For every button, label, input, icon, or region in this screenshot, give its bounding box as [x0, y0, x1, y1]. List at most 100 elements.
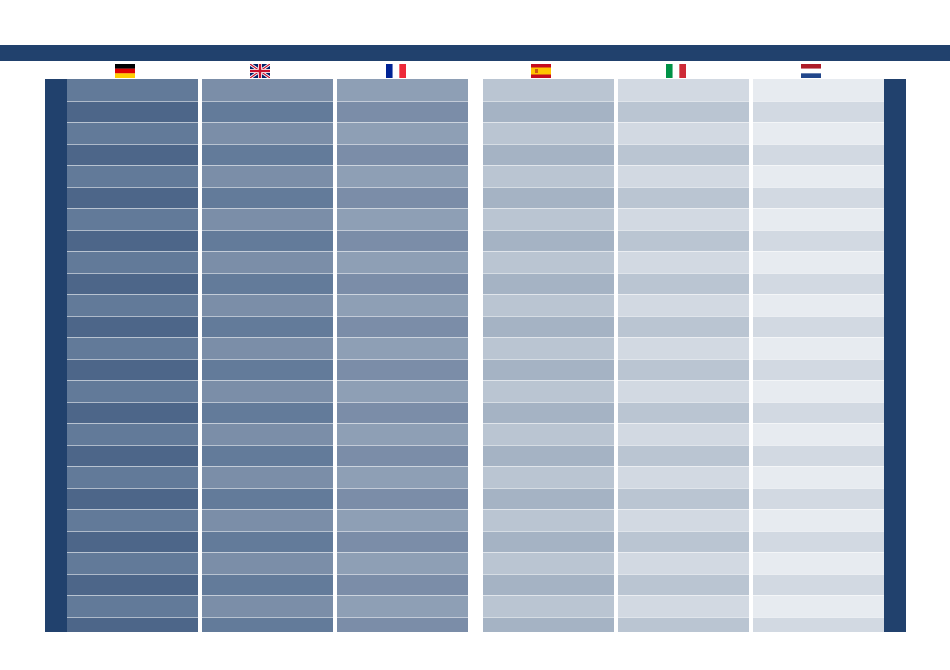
table-cell — [337, 574, 468, 595]
table-cell — [337, 187, 468, 208]
table-cell — [67, 122, 198, 144]
table-cell — [753, 122, 884, 144]
table-cell — [618, 423, 749, 445]
table-cell — [618, 552, 749, 574]
table-cell — [483, 617, 614, 632]
table-cell — [67, 402, 198, 423]
table-cell — [483, 122, 614, 144]
table-cell — [337, 595, 468, 617]
table-cell — [67, 595, 198, 617]
table-cell — [67, 251, 198, 273]
netherlands-flag-icon — [801, 64, 821, 78]
table-cell — [67, 574, 198, 595]
table-cell — [67, 294, 198, 316]
table-cell — [483, 273, 614, 294]
table-cell — [67, 380, 198, 402]
table-cell — [483, 208, 614, 230]
table-cell — [202, 552, 333, 574]
table-cell — [337, 359, 468, 380]
table-cell — [483, 101, 614, 122]
table-cell — [753, 165, 884, 187]
table-cell — [618, 359, 749, 380]
table-cell — [202, 488, 333, 509]
table-cell — [202, 273, 333, 294]
table-cell — [483, 595, 614, 617]
table-cell — [753, 230, 884, 251]
table-cell — [618, 488, 749, 509]
table-cell — [753, 552, 884, 574]
spain-flag-icon — [531, 64, 551, 78]
right-edge-bar — [884, 79, 906, 632]
left-edge-bar — [45, 79, 67, 632]
table-cell — [202, 574, 333, 595]
table-cell — [67, 187, 198, 208]
table-cell — [202, 509, 333, 531]
table-cell — [483, 445, 614, 466]
germany-flag-icon — [115, 64, 135, 78]
table-cell — [202, 617, 333, 632]
table-cell — [202, 337, 333, 359]
table-cell — [337, 337, 468, 359]
table-cell — [483, 79, 614, 101]
table-cell — [67, 208, 198, 230]
table-cell — [337, 165, 468, 187]
table-cell — [753, 617, 884, 632]
table-cell — [337, 144, 468, 165]
table-cell — [753, 316, 884, 337]
table-cell — [753, 79, 884, 101]
column-spanish — [483, 79, 614, 632]
column-german — [67, 79, 198, 632]
table-cell — [618, 251, 749, 273]
table-cell — [67, 359, 198, 380]
table-cell — [67, 316, 198, 337]
table-cell — [618, 595, 749, 617]
table-cell — [67, 165, 198, 187]
table-cell — [483, 359, 614, 380]
table-cell — [753, 208, 884, 230]
table-cell — [202, 380, 333, 402]
table-cell — [753, 423, 884, 445]
table-cell — [337, 423, 468, 445]
table-cell — [753, 466, 884, 488]
table-cell — [753, 144, 884, 165]
table-cell — [618, 316, 749, 337]
table-cell — [337, 251, 468, 273]
table-cell — [337, 617, 468, 632]
table-cell — [483, 144, 614, 165]
table-cell — [483, 187, 614, 208]
column-french — [337, 79, 468, 632]
table-cell — [753, 251, 884, 273]
table-cell — [202, 144, 333, 165]
table-cell — [618, 101, 749, 122]
table-cell — [753, 595, 884, 617]
table-cell — [202, 165, 333, 187]
table-cell — [202, 445, 333, 466]
table-cell — [618, 294, 749, 316]
table-cell — [202, 208, 333, 230]
table-cell — [753, 531, 884, 552]
table-cell — [337, 101, 468, 122]
table-cell — [202, 531, 333, 552]
table-cell — [67, 445, 198, 466]
table-cell — [67, 552, 198, 574]
table-cell — [753, 574, 884, 595]
table-cell — [337, 122, 468, 144]
table-cell — [753, 187, 884, 208]
table-cell — [618, 337, 749, 359]
header-bar — [0, 45, 950, 61]
table-cell — [483, 294, 614, 316]
table-cell — [67, 466, 198, 488]
table-cell — [202, 595, 333, 617]
table-cell — [483, 531, 614, 552]
table-cell — [753, 380, 884, 402]
table-cell — [67, 423, 198, 445]
table-cell — [618, 509, 749, 531]
france-flag-icon — [386, 64, 406, 78]
table-cell — [618, 273, 749, 294]
table-cell — [483, 165, 614, 187]
table-cell — [67, 101, 198, 122]
table-cell — [67, 230, 198, 251]
table-cell — [483, 251, 614, 273]
table-cell — [337, 488, 468, 509]
table-cell — [618, 144, 749, 165]
